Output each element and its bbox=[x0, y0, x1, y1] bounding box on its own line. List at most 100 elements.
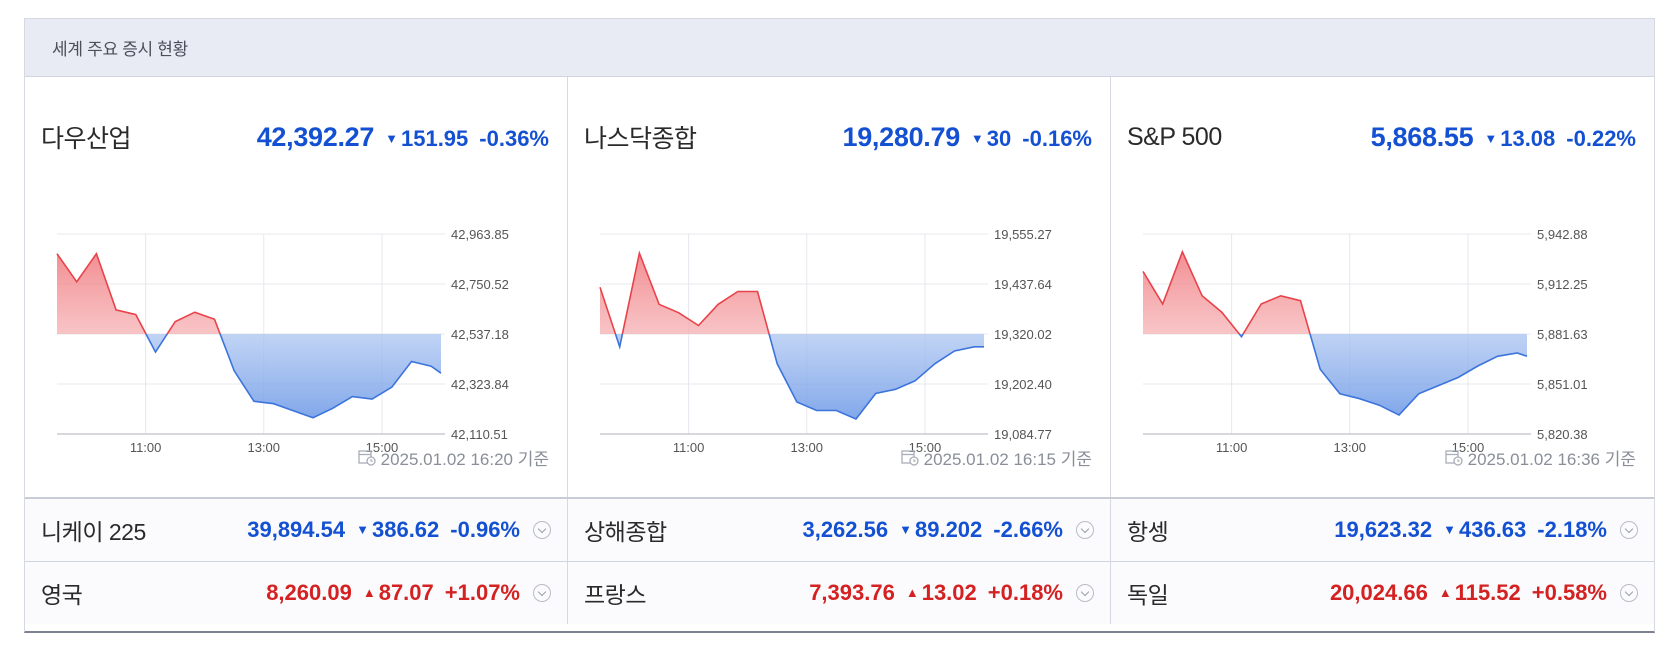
series-line-up bbox=[56, 251, 221, 334]
y-tick-label: 5,912.25 bbox=[1537, 277, 1588, 292]
index-percent: -0.22% bbox=[1566, 125, 1636, 151]
index-change-value: 13.08 bbox=[1500, 125, 1556, 151]
index-row: 영국 8,260.09 ▲ 87.07 +1.07% 프랑스 7,393.76 ▲… bbox=[25, 562, 1654, 624]
y-tick-label: 42,750.52 bbox=[451, 277, 509, 292]
timestamp: 2025.01.02 16:36 기준 bbox=[1444, 445, 1636, 470]
index-change: ▼ 30 bbox=[971, 126, 1011, 152]
timestamp-text: 2025.01.02 16:15 기준 bbox=[923, 450, 1092, 469]
area-above-baseline bbox=[1143, 251, 1527, 334]
chevron-down-circle-icon[interactable] bbox=[1620, 521, 1638, 539]
timestamp: 2025.01.02 16:15 기준 bbox=[900, 445, 1092, 470]
chevron-down-circle-icon[interactable] bbox=[1620, 584, 1638, 602]
calendar-clock-icon bbox=[357, 449, 376, 466]
y-tick-label: 19,084.77 bbox=[994, 427, 1052, 442]
index-change-value: 115.52 bbox=[1454, 580, 1521, 605]
index-panel-sp500[interactable]: S&P 500 5,868.55 ▼ 13.08 -0.22% 5,942.88 5… bbox=[1111, 77, 1654, 497]
chevron-down-circle-icon[interactable] bbox=[1076, 521, 1094, 539]
area-below-baseline bbox=[600, 334, 984, 419]
index-name: 니케이 225 bbox=[41, 519, 146, 545]
area-above-baseline bbox=[57, 253, 441, 334]
index-name: 프랑스 bbox=[584, 582, 646, 608]
x-tick-label: 13:00 bbox=[790, 440, 823, 455]
area-below-baseline bbox=[1143, 334, 1527, 415]
index-panel-nasdaq[interactable]: 나스닥종합 19,280.79 ▼ 30 -0.16% 19,555.27 19,4… bbox=[568, 77, 1111, 497]
index-price: 19,280.79 bbox=[842, 121, 961, 152]
index-list: 니케이 225 39,894.54 ▼ 386.62 -0.96% 상해종합 3,… bbox=[25, 499, 1654, 624]
index-cell-germany[interactable]: 독일 20,024.66 ▲ 115.52 +0.58% bbox=[1111, 562, 1654, 624]
x-tick-label: 11:00 bbox=[130, 440, 162, 455]
intraday-chart: 5,942.88 5,912.25 5,881.63 5,851.01 5,820.38… bbox=[1142, 227, 1588, 455]
x-tick-label: 11:00 bbox=[1216, 440, 1248, 455]
chevron-down-circle-icon[interactable] bbox=[533, 584, 551, 602]
index-change: ▼ 386.62 bbox=[356, 517, 439, 543]
down-arrow-icon: ▼ bbox=[1443, 522, 1456, 537]
intraday-chart: 42,963.85 42,750.52 42,537.18 42,323.84 42,1… bbox=[56, 227, 509, 455]
index-cell-shanghai[interactable]: 상해종합 3,262.56 ▼ 89.202 -2.66% bbox=[568, 499, 1111, 561]
index-price: 42,392.27 bbox=[256, 121, 375, 152]
y-tick-label: 42,323.84 bbox=[451, 377, 509, 392]
y-tick-label: 5,881.63 bbox=[1537, 327, 1588, 342]
index-change-value: 13.02 bbox=[921, 580, 977, 605]
index-price: 5,868.55 bbox=[1370, 121, 1474, 152]
calendar-clock-icon bbox=[1444, 449, 1463, 466]
calendar-clock-icon bbox=[900, 449, 919, 466]
index-cell-uk[interactable]: 영국 8,260.09 ▲ 87.07 +1.07% bbox=[25, 562, 568, 624]
index-name: S&P 500 bbox=[1127, 122, 1222, 151]
down-arrow-icon: ▼ bbox=[1484, 130, 1498, 146]
index-cell-hangseng[interactable]: 항셍 19,623.32 ▼ 436.63 -2.18% bbox=[1111, 499, 1654, 561]
series-line-up bbox=[599, 250, 770, 334]
world-stock-widget: 세계 주요 증시 현황 다우산업 42,392.27 ▼ 151.95 -0.36… bbox=[24, 18, 1655, 633]
index-price: 19,623.32 bbox=[1334, 517, 1433, 542]
y-tick-label: 42,537.18 bbox=[451, 327, 509, 342]
y-tick-label: 19,320.02 bbox=[994, 327, 1052, 342]
index-change-value: 89.202 bbox=[914, 517, 983, 542]
y-tick-label: 19,202.40 bbox=[994, 377, 1052, 392]
timestamp: 2025.01.02 16:20 기준 bbox=[357, 445, 549, 470]
chevron-down-circle-icon[interactable] bbox=[1076, 584, 1094, 602]
index-percent: -0.36% bbox=[479, 125, 549, 151]
chevron-down-circle-icon[interactable] bbox=[533, 521, 551, 539]
index-name: 상해종합 bbox=[584, 519, 667, 545]
widget-header: 세계 주요 증시 현황 bbox=[25, 19, 1654, 77]
index-percent: -2.18% bbox=[1537, 517, 1607, 542]
index-price: 8,260.09 bbox=[266, 580, 352, 605]
index-name: 영국 bbox=[41, 582, 83, 608]
index-change: ▼ 13.08 bbox=[1484, 126, 1555, 152]
y-tick-label: 19,555.27 bbox=[994, 227, 1052, 242]
x-tick-label: 15:00 bbox=[366, 440, 399, 455]
main-index-panels: 다우산업 42,392.27 ▼ 151.95 -0.36% 42,963.85 4… bbox=[25, 77, 1654, 499]
index-percent: -0.16% bbox=[1022, 125, 1092, 151]
y-tick-label: 5,851.01 bbox=[1537, 377, 1588, 392]
index-name: 다우산업 bbox=[41, 125, 132, 153]
widget-title: 세계 주요 증시 현황 bbox=[52, 40, 188, 59]
index-change: ▼ 151.95 bbox=[385, 126, 468, 152]
x-tick-label: 15:00 bbox=[909, 440, 942, 455]
index-percent: +0.58% bbox=[1531, 580, 1607, 605]
y-tick-label: 19,437.64 bbox=[994, 277, 1052, 292]
index-cell-nikkei[interactable]: 니케이 225 39,894.54 ▼ 386.62 -0.96% bbox=[25, 499, 568, 561]
up-arrow-icon: ▲ bbox=[362, 585, 376, 600]
timestamp-text: 2025.01.02 16:36 기준 bbox=[1467, 450, 1636, 469]
y-tick-label: 5,820.38 bbox=[1537, 427, 1588, 442]
index-cell-france[interactable]: 프랑스 7,393.76 ▲ 13.02 +0.18% bbox=[568, 562, 1111, 624]
index-price: 39,894.54 bbox=[247, 517, 346, 542]
index-change-value: 436.63 bbox=[1458, 517, 1527, 542]
index-name: 독일 bbox=[1127, 582, 1169, 608]
index-percent: +0.18% bbox=[987, 580, 1063, 605]
index-panel-dow[interactable]: 다우산업 42,392.27 ▼ 151.95 -0.36% 42,963.85 4… bbox=[25, 77, 568, 497]
down-arrow-icon: ▼ bbox=[970, 130, 984, 146]
index-name: 항셍 bbox=[1127, 519, 1169, 545]
index-price: 20,024.66 bbox=[1329, 580, 1428, 605]
series-line-up bbox=[1142, 249, 1311, 334]
index-name: 나스닥종합 bbox=[584, 125, 697, 153]
index-change-value: 30 bbox=[986, 125, 1012, 151]
x-tick-label: 15:00 bbox=[1452, 440, 1485, 455]
y-tick-label: 5,942.88 bbox=[1537, 227, 1588, 242]
x-tick-label: 11:00 bbox=[673, 440, 705, 455]
down-arrow-icon: ▼ bbox=[385, 130, 398, 146]
x-tick-label: 13:00 bbox=[1333, 440, 1366, 455]
index-price: 7,393.76 bbox=[809, 580, 895, 605]
index-change: ▲ 13.02 bbox=[906, 580, 977, 606]
up-arrow-icon: ▲ bbox=[1438, 585, 1452, 600]
timestamp-text: 2025.01.02 16:20 기준 bbox=[380, 450, 549, 469]
